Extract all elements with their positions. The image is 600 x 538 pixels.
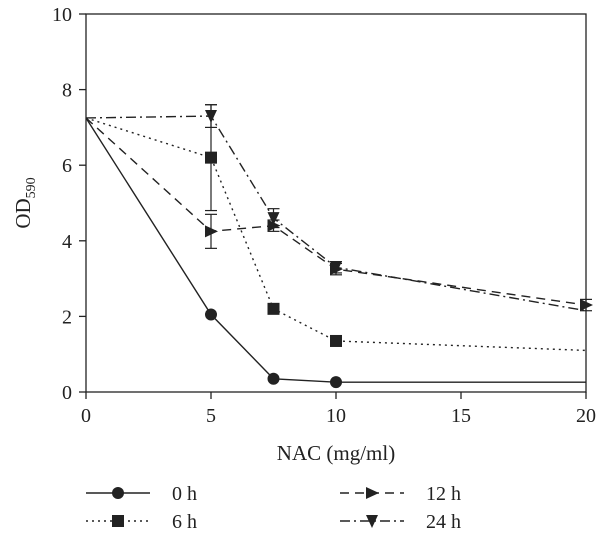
x-tick-label: 5	[206, 405, 216, 427]
legend-item-2: 12 h	[340, 483, 461, 505]
y-axis-title-subscript: 590	[24, 177, 39, 198]
legend-marker	[366, 487, 379, 499]
x-tick-label: 20	[576, 405, 596, 427]
data-point	[205, 151, 217, 164]
legend-item-0: 0 h	[86, 483, 197, 505]
y-tick-label: 0	[62, 382, 72, 404]
legend-item-1: 6 h	[86, 511, 197, 533]
x-tick-label: 10	[326, 405, 346, 427]
data-point	[330, 261, 342, 275]
data-point	[330, 376, 342, 389]
y-axis-title-main: OD	[11, 198, 35, 228]
data-point	[580, 299, 593, 312]
series-line	[85, 117, 587, 352]
y-tick-label: 2	[62, 306, 72, 328]
legend-marker	[112, 487, 124, 499]
data-point	[205, 308, 217, 321]
x-tick-label: 15	[451, 405, 471, 427]
series-line	[85, 115, 587, 312]
data-point	[205, 225, 218, 238]
y-tick-label: 6	[62, 155, 72, 177]
legend-item-3: 24 h	[340, 511, 461, 533]
legend-marker	[366, 515, 378, 528]
y-tick-label: 4	[62, 231, 72, 253]
data-point	[267, 372, 280, 385]
y-tick-label: 10	[52, 4, 72, 26]
legend-label: 24 h	[426, 511, 461, 533]
series-2	[85, 117, 593, 312]
x-axis-title: NAC (mg/ml)	[277, 441, 395, 465]
y-axis-title: OD590	[11, 177, 39, 228]
y-tick-label: 8	[62, 80, 72, 102]
series-1	[85, 104, 587, 352]
data-point	[267, 302, 280, 315]
x-tick-label: 0	[81, 405, 91, 427]
legend-label: 12 h	[426, 483, 461, 505]
series-layer	[85, 104, 593, 389]
series-line	[85, 117, 587, 306]
data-point	[267, 212, 280, 226]
data-point	[205, 110, 217, 124]
legend-label: 6 h	[172, 511, 197, 533]
axes: 0 5 10 15 20 0 2 4 6 8 10	[52, 4, 596, 427]
legend-marker	[112, 515, 124, 527]
series-0	[85, 117, 586, 389]
legend-label: 0 h	[172, 483, 197, 505]
series-3	[85, 104, 587, 312]
data-point	[330, 334, 342, 347]
legend: 0 h 6 h 12 h 24 h	[86, 483, 461, 533]
